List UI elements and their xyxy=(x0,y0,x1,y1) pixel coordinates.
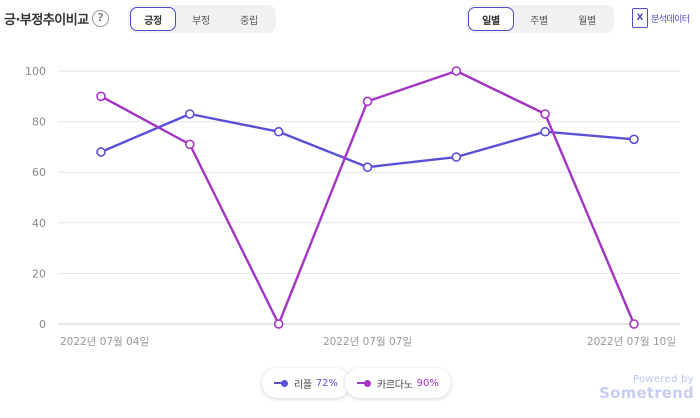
tab-negative[interactable]: 부정 xyxy=(192,15,210,27)
sentiment-toggle: 긍정 부정 중립 xyxy=(128,5,276,33)
y-tick-label: 80 xyxy=(32,116,46,129)
legend-series-name: 리플 xyxy=(294,379,312,391)
export-data-label: 분석데이터 xyxy=(651,14,690,25)
x-tick-label: 2022년 07월 10일 xyxy=(587,335,676,348)
brand-watermark: Powered by Sometrend xyxy=(598,374,694,402)
data-point[interactable] xyxy=(451,152,462,162)
export-data-button[interactable]: X 분석데이터 xyxy=(632,8,690,28)
brand-logo-text: Sometrend xyxy=(599,384,694,402)
tab-weekly[interactable]: 주별 xyxy=(530,15,548,27)
help-icon[interactable]: ? xyxy=(92,10,109,27)
data-point[interactable] xyxy=(540,109,550,119)
y-tick-label: 40 xyxy=(32,217,46,230)
brand-powered-text: Powered by xyxy=(633,374,694,385)
legend-series-value: 90% xyxy=(416,377,439,389)
chart-header: 긍·부정추이비교 ? 긍정 부정 중립 일별 주별 월별 X 분석데이터 xyxy=(0,0,700,40)
period-toggle: 일별 주별 월별 xyxy=(466,5,614,33)
legend-swatch-line xyxy=(357,382,367,384)
data-point[interactable] xyxy=(185,109,195,119)
legend-item-ripple[interactable]: 리플 72% xyxy=(262,368,351,398)
data-point[interactable] xyxy=(629,134,639,145)
data-point[interactable] xyxy=(96,91,106,102)
data-point[interactable] xyxy=(362,96,373,107)
x-tick-label: 2022년 07월 04일 xyxy=(60,335,149,348)
legend-swatch-dot xyxy=(364,379,371,387)
y-tick-label: 100 xyxy=(25,65,46,78)
tab-daily[interactable]: 일별 xyxy=(468,7,514,31)
y-tick-label: 20 xyxy=(32,267,46,280)
y-tick-label: 60 xyxy=(32,166,46,179)
data-point[interactable] xyxy=(629,319,639,329)
data-point[interactable] xyxy=(96,147,106,157)
data-point[interactable] xyxy=(540,126,550,137)
legend-swatch-line xyxy=(274,382,284,384)
data-point[interactable] xyxy=(185,139,195,150)
data-point[interactable] xyxy=(362,162,373,172)
tab-monthly[interactable]: 월별 xyxy=(578,15,596,27)
tab-positive[interactable]: 긍정 xyxy=(130,7,176,31)
excel-icon: X xyxy=(632,8,648,28)
page-title: 긍·부정추이비교 xyxy=(4,13,89,28)
legend-series-name: 카르다노 xyxy=(377,379,413,391)
data-point[interactable] xyxy=(451,66,462,76)
series-line-1 xyxy=(100,69,636,326)
tab-neutral[interactable]: 중립 xyxy=(240,15,258,27)
data-point[interactable] xyxy=(273,126,284,137)
legend-series-value: 72% xyxy=(315,377,339,389)
legend-swatch-dot xyxy=(281,379,288,387)
x-tick-label: 2022년 07월 07일 xyxy=(323,335,412,348)
legend-item-cardano[interactable]: 카르다노 90% xyxy=(345,368,451,398)
y-tick-label: 0 xyxy=(39,318,46,331)
data-point[interactable] xyxy=(273,319,284,329)
